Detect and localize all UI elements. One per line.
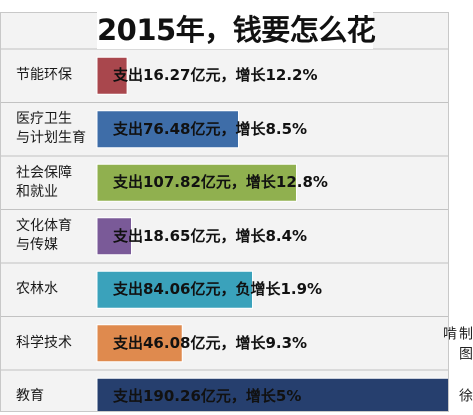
category-label: 节能环保	[16, 67, 72, 84]
bar	[96, 56, 128, 95]
bar	[96, 324, 183, 363]
category-label: 社会保障 和就业	[16, 164, 72, 200]
category-label: 教育	[16, 388, 44, 405]
data-label: 支出190.26亿元，增长5%	[113, 387, 302, 406]
category-label: 医疗卫生 与计划生育	[16, 111, 86, 147]
chart-title: 2015年，钱要怎么花	[97, 11, 376, 49]
chart-svg	[1, 48, 448, 411]
data-label: 支出46.08亿元，增长9.3%	[113, 333, 308, 352]
bar	[96, 110, 239, 149]
bar	[96, 217, 133, 256]
category-label: 文化体育 与传媒	[16, 218, 72, 254]
credit-text: 制图 徐啃	[441, 326, 473, 408]
data-label: 支出18.65亿元，增长8.4%	[113, 226, 308, 245]
bar	[96, 270, 254, 309]
bar	[96, 163, 297, 202]
bar	[96, 377, 448, 411]
data-label: 支出107.82亿元，增长12.8%	[113, 173, 328, 192]
data-label: 支出76.48亿元，增长8.5%	[113, 119, 308, 138]
chart-panel: 节能环保 医疗卫生 与计划生育 社会保障 和就业 文化体育 与传媒 农林水 科学技术 教育 …	[0, 11, 449, 412]
category-label: 科学技术	[16, 334, 72, 351]
category-label: 农林水	[16, 281, 58, 298]
data-label: 支出84.06亿元，负增长1.9%	[113, 280, 323, 299]
data-label: 支出16.27亿元，增长12.2%	[113, 66, 318, 85]
